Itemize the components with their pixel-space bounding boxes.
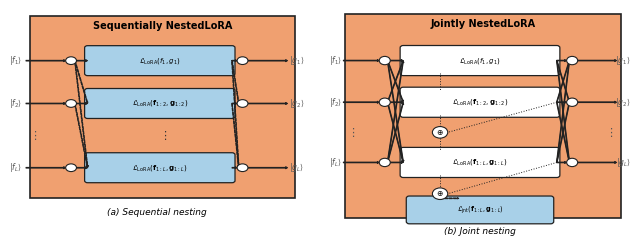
Text: $\mathcal{L}_{\mathrm{LoRA}}(\mathbf{f}_{1:2}, \mathbf{g}_{1:2})$: $\mathcal{L}_{\mathrm{LoRA}}(\mathbf{f}_… — [452, 97, 508, 107]
Text: $|g_2\rangle$: $|g_2\rangle$ — [289, 97, 304, 110]
FancyArrowPatch shape — [557, 60, 566, 62]
Text: $|f_L\rangle$: $|f_L\rangle$ — [330, 156, 342, 169]
Bar — [345, 14, 621, 218]
FancyArrowPatch shape — [232, 61, 240, 168]
FancyArrowPatch shape — [77, 60, 88, 62]
FancyBboxPatch shape — [400, 87, 560, 117]
Circle shape — [380, 158, 390, 167]
Text: $\vdots$: $\vdots$ — [347, 126, 355, 139]
FancyArrowPatch shape — [578, 60, 617, 62]
Text: $\vdots$: $\vdots$ — [605, 126, 613, 139]
Text: $\mathcal{L}_{\mathrm{LoRA}}(f_1, g_1)$: $\mathcal{L}_{\mathrm{LoRA}}(f_1, g_1)$ — [139, 56, 180, 66]
FancyArrowPatch shape — [343, 161, 380, 164]
FancyArrowPatch shape — [578, 161, 617, 164]
Text: (b) Joint nesting: (b) Joint nesting — [444, 227, 516, 236]
Text: $|f_1\rangle$: $|f_1\rangle$ — [330, 54, 342, 67]
Circle shape — [66, 57, 77, 64]
FancyArrowPatch shape — [77, 167, 88, 169]
Circle shape — [380, 56, 390, 65]
FancyArrowPatch shape — [343, 101, 380, 103]
Text: Jointly NestedLoRA: Jointly NestedLoRA — [431, 18, 536, 28]
FancyArrowPatch shape — [74, 61, 88, 168]
Text: $\mathcal{L}_{\mathrm{LoRA}}(\mathbf{f}_{1:2}, \mathbf{g}_{1:2})$: $\mathcal{L}_{\mathrm{LoRA}}(\mathbf{f}_… — [132, 99, 188, 109]
FancyArrowPatch shape — [74, 103, 88, 168]
FancyBboxPatch shape — [400, 46, 560, 76]
Text: $\mathcal{L}_{\mathrm{LoRA}}(\mathbf{f}_{1:L}, \mathbf{g}_{1:L})$: $\mathcal{L}_{\mathrm{LoRA}}(\mathbf{f}_… — [452, 157, 508, 167]
Text: $|f_L\rangle$: $|f_L\rangle$ — [10, 161, 22, 174]
FancyArrowPatch shape — [248, 102, 287, 105]
FancyArrowPatch shape — [74, 61, 88, 104]
FancyArrowPatch shape — [556, 102, 570, 162]
Text: $|g_1\rangle$: $|g_1\rangle$ — [615, 54, 630, 67]
Text: $|f_2\rangle$: $|f_2\rangle$ — [330, 96, 342, 109]
Text: $\mathcal{L}_{\mathrm{jnt}}(\mathbf{f}_{1:L}, \mathbf{g}_{1:L})$: $\mathcal{L}_{\mathrm{jnt}}(\mathbf{f}_{… — [456, 204, 504, 216]
FancyArrowPatch shape — [390, 60, 403, 62]
Circle shape — [237, 57, 248, 64]
Text: Sequentially NestedLoRA: Sequentially NestedLoRA — [93, 21, 232, 31]
FancyBboxPatch shape — [84, 46, 235, 76]
FancyArrowPatch shape — [557, 101, 566, 103]
FancyArrowPatch shape — [387, 61, 404, 163]
Text: (a) Sequential nesting: (a) Sequential nesting — [107, 208, 207, 217]
FancyArrowPatch shape — [232, 102, 237, 105]
FancyArrowPatch shape — [232, 60, 237, 62]
FancyBboxPatch shape — [406, 196, 554, 224]
FancyArrowPatch shape — [343, 60, 380, 62]
FancyBboxPatch shape — [84, 153, 235, 183]
Circle shape — [237, 100, 248, 107]
Circle shape — [237, 164, 248, 172]
FancyArrowPatch shape — [556, 61, 570, 102]
FancyArrowPatch shape — [387, 61, 404, 102]
FancyArrowPatch shape — [387, 61, 404, 162]
Circle shape — [566, 158, 578, 167]
FancyArrowPatch shape — [387, 102, 404, 163]
FancyArrowPatch shape — [26, 60, 66, 62]
FancyArrowPatch shape — [232, 167, 237, 169]
Text: $|g_1\rangle$: $|g_1\rangle$ — [289, 54, 304, 67]
Text: $\oplus$: $\oplus$ — [436, 128, 444, 137]
FancyArrowPatch shape — [232, 103, 239, 168]
Circle shape — [66, 164, 77, 172]
Circle shape — [66, 100, 77, 107]
Circle shape — [433, 188, 448, 199]
FancyArrowPatch shape — [440, 197, 459, 199]
FancyArrowPatch shape — [387, 102, 404, 162]
Text: $|g_L\rangle$: $|g_L\rangle$ — [616, 156, 630, 169]
FancyArrowPatch shape — [248, 167, 287, 169]
FancyArrowPatch shape — [390, 101, 403, 103]
Text: $\vdots$: $\vdots$ — [29, 129, 38, 142]
FancyArrowPatch shape — [556, 102, 570, 163]
Circle shape — [380, 98, 390, 106]
FancyBboxPatch shape — [400, 147, 560, 178]
FancyArrowPatch shape — [556, 61, 570, 163]
FancyArrowPatch shape — [77, 102, 88, 105]
FancyArrowPatch shape — [557, 161, 566, 164]
FancyArrowPatch shape — [387, 61, 404, 102]
Text: $\mathcal{L}_{\mathrm{LoRA}}(\mathbf{f}_{1:L}, \mathbf{g}_{1:L})$: $\mathcal{L}_{\mathrm{LoRA}}(\mathbf{f}_… — [132, 163, 188, 173]
Bar — [31, 16, 295, 198]
FancyBboxPatch shape — [84, 88, 235, 119]
Text: $|f_1\rangle$: $|f_1\rangle$ — [10, 54, 22, 67]
FancyArrowPatch shape — [232, 61, 239, 104]
Circle shape — [566, 56, 578, 65]
Circle shape — [433, 126, 448, 138]
Circle shape — [566, 98, 578, 106]
Text: $\oplus$: $\oplus$ — [436, 189, 444, 198]
FancyArrowPatch shape — [556, 61, 570, 162]
Text: $\vdots$: $\vdots$ — [159, 129, 167, 142]
FancyArrowPatch shape — [390, 161, 403, 164]
FancyArrowPatch shape — [248, 60, 287, 62]
FancyArrowPatch shape — [26, 102, 66, 105]
Text: $|g_L\rangle$: $|g_L\rangle$ — [289, 161, 304, 174]
FancyArrowPatch shape — [578, 101, 617, 103]
FancyArrowPatch shape — [556, 61, 570, 102]
Text: $|f_2\rangle$: $|f_2\rangle$ — [10, 97, 22, 110]
FancyArrowPatch shape — [26, 167, 66, 169]
Text: $|g_2\rangle$: $|g_2\rangle$ — [615, 96, 630, 109]
Text: $\mathcal{L}_{\mathrm{LoRA}}(f_1, g_1)$: $\mathcal{L}_{\mathrm{LoRA}}(f_1, g_1)$ — [459, 56, 501, 65]
